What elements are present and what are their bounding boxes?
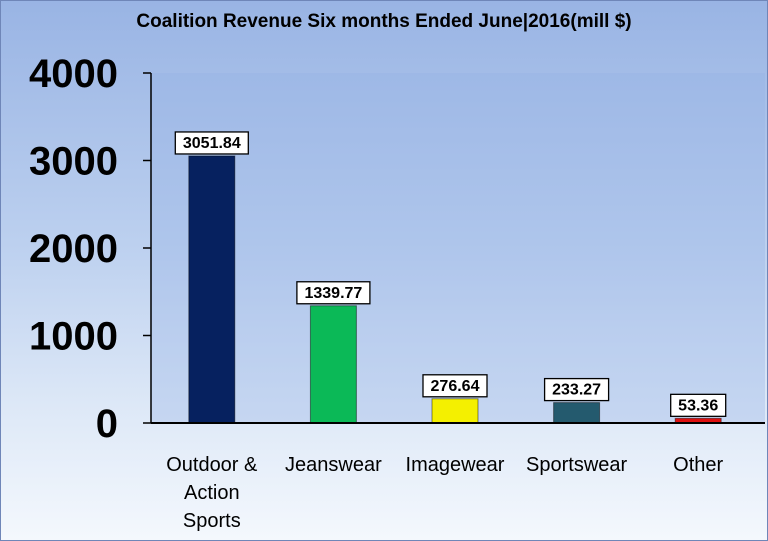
data-label-box — [174, 131, 249, 155]
data-label-box — [543, 377, 610, 402]
y-tick-label: 0 — [96, 402, 118, 446]
x-tick-label: Sportswear — [526, 454, 627, 476]
data-label-box — [296, 281, 371, 305]
y-tick-label: 4000 — [29, 52, 118, 96]
x-tick-label: Other — [673, 454, 723, 476]
bar — [188, 155, 236, 424]
bar — [309, 305, 357, 424]
data-label: 3051.84 — [183, 135, 241, 152]
x-tick-label: Jeanswear — [285, 454, 382, 476]
data-label: 53.36 — [678, 397, 718, 414]
x-tick-label: Imagewear — [406, 454, 505, 476]
y-tick-label: 1000 — [29, 315, 118, 359]
x-tick-label: Action — [184, 482, 240, 504]
y-tick-label: 2000 — [29, 227, 118, 271]
plot-area — [151, 73, 765, 423]
x-tick-label: Sports — [183, 510, 241, 532]
data-label: 276.64 — [431, 378, 480, 395]
data-label-box — [422, 374, 488, 398]
chart-title: Coalition Revenue Six months Ended June|… — [136, 11, 632, 32]
data-label: 1339.77 — [304, 285, 362, 302]
bar — [431, 398, 479, 424]
data-label: 233.27 — [552, 382, 601, 399]
bar — [553, 402, 601, 424]
data-label-box — [670, 393, 727, 417]
x-tick-label: Outdoor & — [166, 454, 258, 476]
y-tick-label: 3000 — [29, 140, 118, 184]
